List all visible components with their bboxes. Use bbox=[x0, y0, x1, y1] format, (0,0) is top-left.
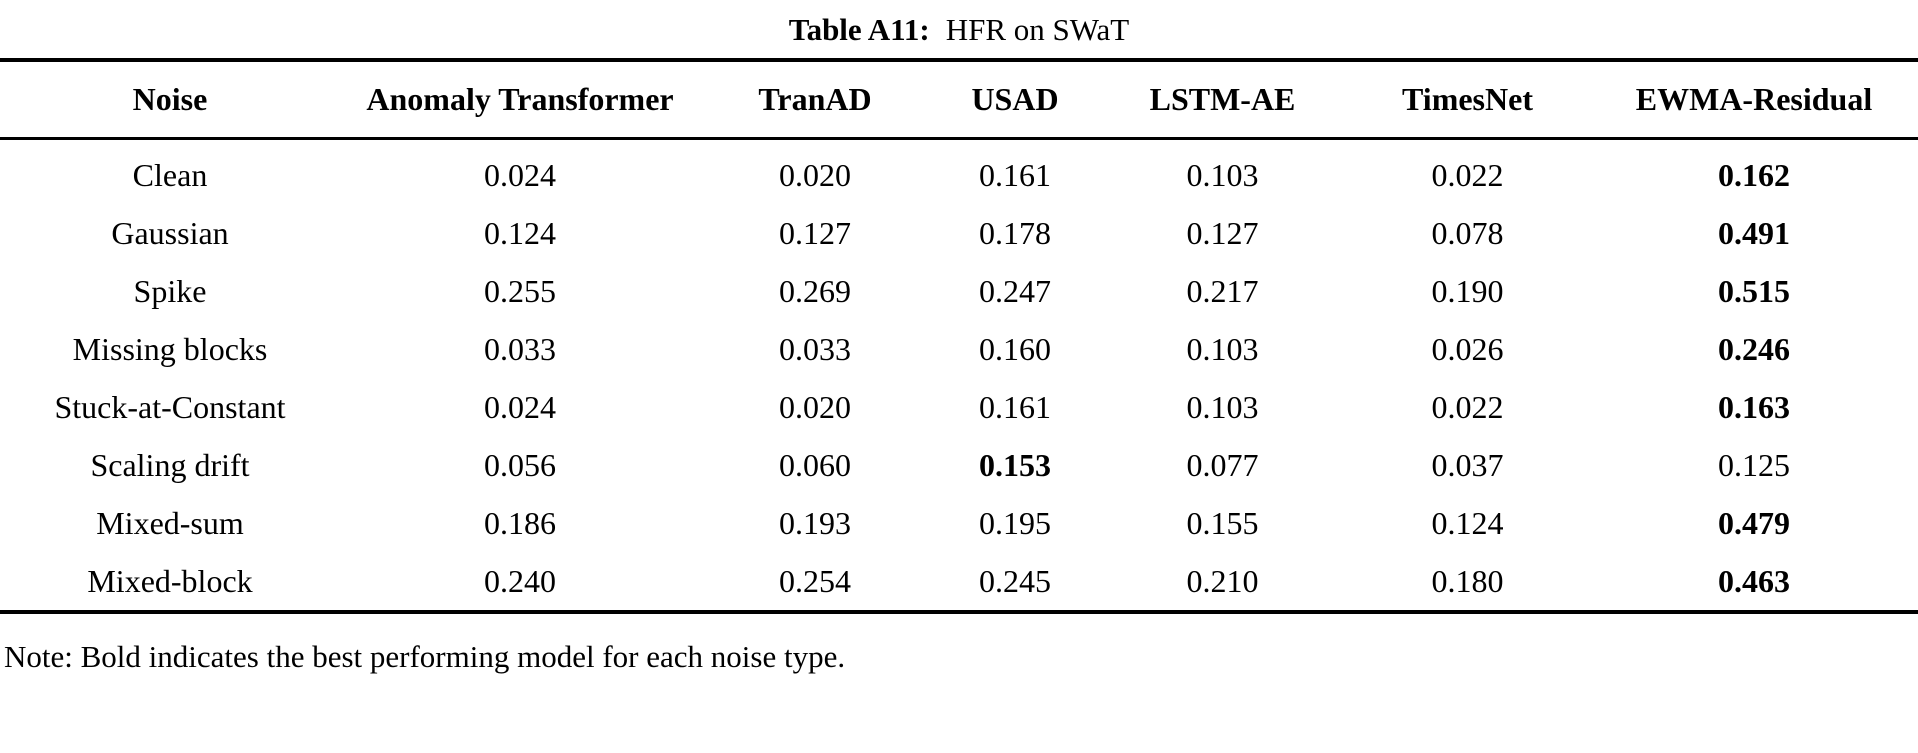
header-row: Noise Anomaly Transformer TranAD USAD LS… bbox=[0, 60, 1918, 140]
col-header-usad: USAD bbox=[930, 60, 1100, 140]
value-cell: 0.022 bbox=[1431, 156, 1504, 193]
value-cell: 0.103 bbox=[1186, 156, 1259, 193]
col-header-ewma-residual: EWMA-Residual bbox=[1590, 60, 1918, 140]
value-cell: 0.020 bbox=[779, 388, 851, 425]
table-row: Stuck-at-Constant 0.024 0.020 0.161 0.103 0.0… bbox=[0, 378, 1918, 436]
value-cell: 0.024 bbox=[484, 388, 556, 425]
value-cell: 0.210 bbox=[1186, 562, 1259, 599]
value-cell: 0.245 bbox=[979, 562, 1051, 599]
value-cell: 0.186 bbox=[484, 504, 556, 541]
value-cell: 0.153 bbox=[979, 446, 1051, 483]
col-header-tranad: TranAD bbox=[700, 60, 930, 140]
value-cell: 0.463 bbox=[1718, 562, 1790, 599]
value-cell: 0.255 bbox=[484, 272, 556, 309]
value-cell: 0.103 bbox=[1186, 330, 1259, 367]
row-label-noise: Spike bbox=[133, 272, 207, 309]
table-header: Noise Anomaly Transformer TranAD USAD LS… bbox=[0, 60, 1918, 140]
col-header-noise: Noise bbox=[0, 60, 340, 140]
value-cell: 0.103 bbox=[1186, 388, 1259, 425]
value-cell: 0.077 bbox=[1186, 446, 1259, 483]
value-cell: 0.246 bbox=[1718, 330, 1790, 367]
value-cell: 0.161 bbox=[979, 156, 1051, 193]
value-cell: 0.217 bbox=[1186, 272, 1259, 309]
value-cell: 0.127 bbox=[1186, 214, 1259, 251]
row-label-noise: Stuck-at-Constant bbox=[54, 388, 286, 425]
value-cell: 0.161 bbox=[979, 388, 1051, 425]
table-note: Note: Bold indicates the best performing… bbox=[4, 639, 846, 674]
table-row: Gaussian 0.124 0.127 0.178 0.127 0.078 0.491 bbox=[0, 204, 1918, 262]
row-label-noise: Scaling drift bbox=[90, 446, 250, 483]
value-cell: 0.022 bbox=[1431, 388, 1504, 425]
table-row: Mixed-sum 0.186 0.193 0.195 0.155 0.124 0.479 bbox=[0, 494, 1918, 552]
value-cell: 0.240 bbox=[484, 562, 556, 599]
table-row: Spike 0.255 0.269 0.247 0.217 0.190 0.515 bbox=[0, 262, 1918, 320]
value-cell: 0.195 bbox=[979, 504, 1051, 541]
row-label-noise: Clean bbox=[132, 156, 208, 193]
table-caption: HFR on SWaT bbox=[945, 12, 1130, 47]
table-row: Missing blocks 0.033 0.033 0.160 0.103 0.026 0… bbox=[0, 320, 1918, 378]
table-title: Table A11: HFR on SWaT bbox=[0, 0, 1918, 58]
row-label-noise: Mixed-block bbox=[87, 562, 253, 599]
table-row: Clean 0.024 0.020 0.161 0.103 0.022 0.162 bbox=[0, 139, 1918, 205]
row-label-noise: Missing blocks bbox=[72, 330, 268, 367]
value-cell: 0.193 bbox=[779, 504, 851, 541]
value-cell: 0.127 bbox=[779, 214, 851, 251]
value-cell: 0.056 bbox=[484, 446, 556, 483]
value-cell: 0.254 bbox=[779, 562, 851, 599]
value-cell: 0.491 bbox=[1718, 214, 1790, 251]
value-cell: 0.020 bbox=[779, 156, 851, 193]
value-cell: 0.160 bbox=[979, 330, 1051, 367]
value-cell: 0.060 bbox=[779, 446, 851, 483]
table-number-label: Table A11: bbox=[788, 12, 930, 47]
value-cell: 0.178 bbox=[979, 214, 1051, 251]
value-cell: 0.479 bbox=[1718, 504, 1790, 541]
value-cell: 0.037 bbox=[1431, 446, 1504, 483]
value-cell: 0.180 bbox=[1431, 562, 1504, 599]
table-row: Scaling drift 0.056 0.060 0.153 0.077 0.037 0.… bbox=[0, 436, 1918, 494]
value-cell: 0.124 bbox=[484, 214, 556, 251]
value-cell: 0.026 bbox=[1431, 330, 1504, 367]
col-header-lstm-ae: LSTM-AE bbox=[1100, 60, 1345, 140]
value-cell: 0.162 bbox=[1718, 156, 1790, 193]
table-body: Clean 0.024 0.020 0.161 0.103 0.022 0.162 Gauss… bbox=[0, 139, 1918, 613]
value-cell: 0.190 bbox=[1431, 272, 1504, 309]
value-cell: 0.024 bbox=[484, 156, 556, 193]
col-header-timesnet: TimesNet bbox=[1345, 60, 1590, 140]
value-cell: 0.155 bbox=[1186, 504, 1259, 541]
value-cell: 0.033 bbox=[484, 330, 556, 367]
value-cell: 0.033 bbox=[779, 330, 851, 367]
value-cell: 0.078 bbox=[1431, 214, 1504, 251]
value-cell: 0.124 bbox=[1431, 504, 1504, 541]
row-label-noise: Gaussian bbox=[111, 214, 229, 251]
value-cell: 0.125 bbox=[1718, 446, 1790, 483]
table-row: Mixed-block 0.240 0.254 0.245 0.210 0.180 0.46… bbox=[0, 552, 1918, 612]
col-header-anomaly-transformer: Anomaly Transformer bbox=[340, 60, 700, 140]
value-cell: 0.269 bbox=[779, 272, 851, 309]
row-label-noise: Mixed-sum bbox=[96, 504, 244, 541]
results-table: Noise Anomaly Transformer TranAD USAD LS… bbox=[0, 58, 1918, 614]
value-cell: 0.247 bbox=[979, 272, 1051, 309]
value-cell: 0.163 bbox=[1718, 388, 1790, 425]
value-cell: 0.515 bbox=[1718, 272, 1790, 309]
